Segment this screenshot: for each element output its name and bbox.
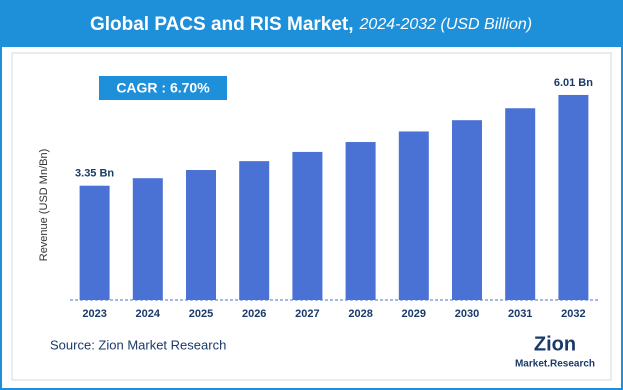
cagr-label: CAGR : 6.70% <box>116 80 210 96</box>
x-tick-label: 2025 <box>189 308 213 320</box>
bar <box>292 151 323 300</box>
cagr-box <box>99 76 227 100</box>
bar <box>558 94 589 300</box>
bar <box>239 161 270 300</box>
bar <box>505 108 536 301</box>
x-tick-label: 2031 <box>508 308 532 320</box>
value-label: 3.35 Bn <box>75 168 114 180</box>
logo-name: Zion <box>534 333 576 355</box>
x-tick-label: 2032 <box>561 308 585 320</box>
title-bar <box>1 1 622 47</box>
x-tick-label: 2030 <box>455 308 479 320</box>
source: Source: Zion Market Research <box>50 337 226 352</box>
x-tick-label: 2026 <box>242 308 266 320</box>
bar <box>132 178 163 300</box>
title-group: Global PACS and RIS Market, 2024-2032 (US… <box>90 14 532 35</box>
bar <box>79 185 110 300</box>
y-axis-label: Revenue (USD Mn/Bn) <box>38 149 50 262</box>
x-tick-label: 2024 <box>136 308 161 320</box>
value-label: 6.01 Bn <box>554 77 593 89</box>
x-tick-label: 2029 <box>402 308 426 320</box>
chart-subtitle: 2024-2032 (USD Billion) <box>359 16 533 33</box>
x-tick-label: 2023 <box>82 308 106 320</box>
bar <box>452 120 482 300</box>
chart-title: Global PACS and RIS Market, <box>90 14 354 35</box>
x-tick-label: 2028 <box>348 308 372 320</box>
logo-tagline: Market.Research <box>515 359 595 370</box>
x-tick-label: 2027 <box>295 308 319 320</box>
bar <box>186 170 216 300</box>
bar <box>345 142 376 300</box>
bar <box>398 131 429 300</box>
